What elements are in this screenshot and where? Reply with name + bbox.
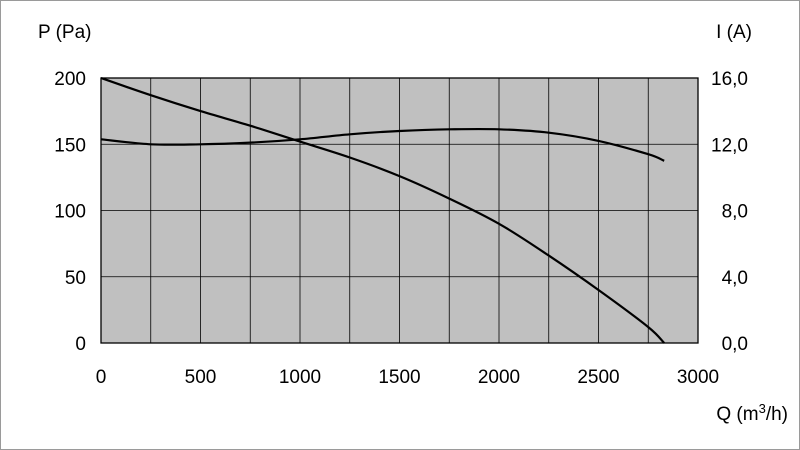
x-axis-title-sup: 3: [759, 401, 766, 416]
y-right-tick-label: 4,0: [722, 268, 748, 289]
y-left-tick-label: 200: [54, 69, 86, 90]
y-left-tick-label: 100: [54, 202, 86, 223]
x-tick-label: 1000: [279, 367, 321, 388]
y-left-tick-label: 150: [54, 135, 86, 156]
y-axis-right-title: I (A): [716, 22, 752, 43]
y-right-tick-label: 12,0: [711, 135, 748, 156]
y-axis-left-title: P (Pa): [38, 22, 92, 43]
x-axis-title: Q (m3/h): [716, 401, 788, 425]
tick-labels: 0 500 1000 1500 2000 2500 3000 0 50 100 150 200 0,0 4…: [54, 69, 748, 388]
grid: [101, 78, 698, 343]
plot-border: [100, 77, 699, 344]
x-tick-label: 500: [185, 367, 217, 388]
x-tick-label: 3000: [677, 367, 719, 388]
x-tick-label: 0: [96, 367, 107, 388]
x-axis-title-main: Q (m: [716, 404, 758, 425]
y-left-tick-label: 0: [75, 334, 86, 355]
x-tick-label: 2500: [577, 367, 619, 388]
y-right-tick-label: 8,0: [722, 202, 748, 223]
x-axis-title-unit: /h): [766, 404, 788, 425]
x-tick-label: 2000: [478, 367, 520, 388]
pressure-curve: [100, 76, 665, 344]
current-curve: [100, 127, 665, 162]
x-tick-label: 1500: [378, 367, 420, 388]
y-right-tick-label: 16,0: [711, 69, 748, 90]
series-layer: [100, 76, 665, 344]
y-left-tick-label: 50: [65, 268, 86, 289]
y-right-tick-label: 0,0: [722, 334, 748, 355]
